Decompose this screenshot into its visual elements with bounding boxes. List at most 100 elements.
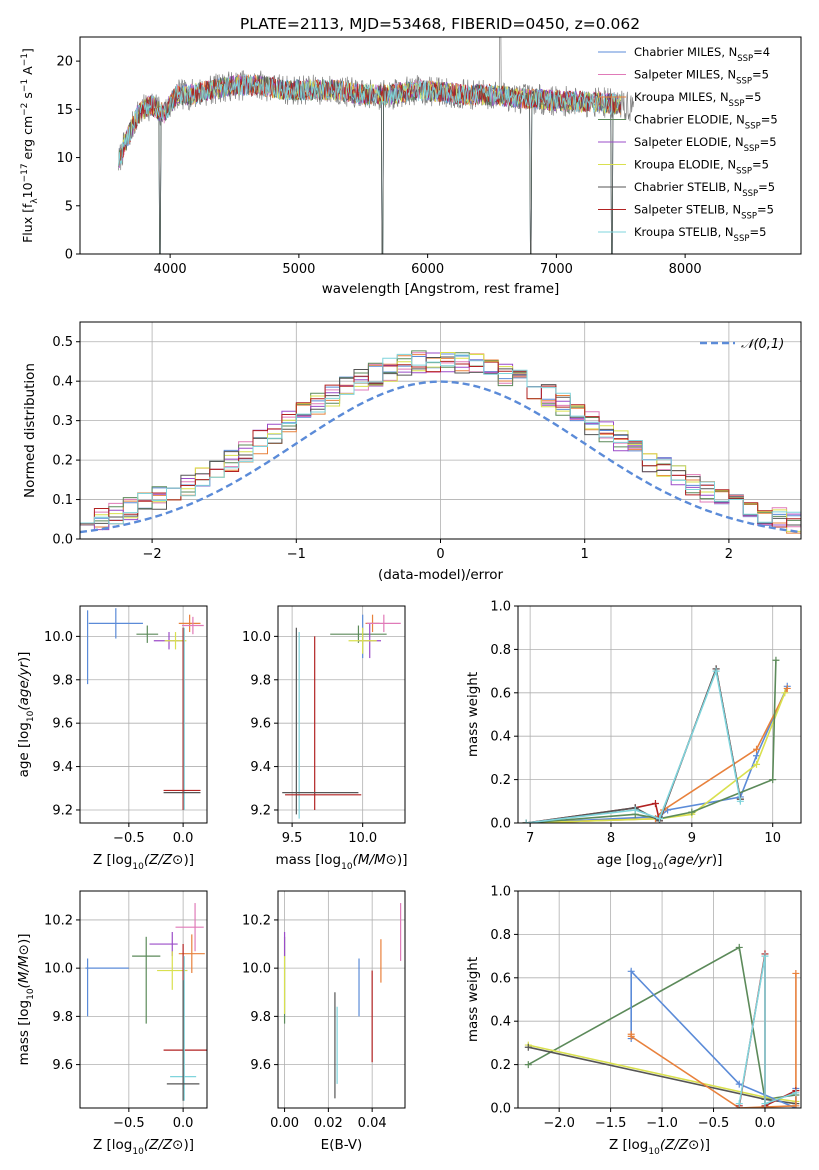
weight-marker	[792, 1089, 800, 1097]
x-tick-label: −2.0	[543, 1116, 575, 1131]
weight-marker	[769, 776, 777, 784]
x-tick-label: 0.02	[314, 1116, 343, 1131]
weight-marker	[792, 1102, 800, 1108]
y-axis-label: age [log10(age/yr)]	[16, 652, 36, 778]
y-tick-label: 9.6	[250, 717, 271, 732]
model-spectrum-line	[118, 75, 622, 167]
y-tick-label: 10.2	[242, 913, 271, 928]
errorbar-group	[86, 608, 204, 810]
x-tick-label: −0.5	[113, 831, 145, 846]
x-axis-label: Z [log10(Z/Z⊙)]	[93, 1137, 194, 1157]
y-tick-label: 0	[65, 248, 73, 263]
y-tick-label: 10.0	[44, 630, 73, 645]
axes-frame	[517, 890, 802, 1109]
axes-frame	[79, 890, 208, 1109]
legend-label: Kroupa ELODIE, NSSP=5	[634, 158, 769, 177]
weight-marker	[735, 1080, 743, 1088]
histogram-lines	[80, 350, 801, 534]
weight-marker	[792, 969, 800, 977]
y-tick-label: 0.8	[490, 643, 511, 658]
axes-frame	[277, 605, 406, 824]
weight-marker	[712, 667, 720, 675]
y-tick-label: 9.8	[52, 673, 73, 688]
y-tick-label: 9.2	[52, 803, 73, 818]
mass-vs-metallicity-panel: −0.5 0.0 9.6 9.8 10.0 10.2 Z [log10(Z/Z⊙)] mass…	[16, 890, 208, 1157]
axes-frame	[79, 36, 802, 255]
x-axis-label: (data-model)/error	[378, 567, 504, 583]
axes-frame	[517, 605, 802, 824]
x-tick-label: 0.0	[755, 1116, 776, 1131]
y-tick-label: 0.4	[490, 730, 511, 745]
y-axis-label: Flux [fλ10−17 erg cm−2 s−1 A−1]	[20, 48, 40, 243]
weight-marker	[761, 1100, 769, 1108]
y-tick-label: 0.5	[52, 335, 73, 350]
residual-histogram	[80, 352, 801, 532]
weight-marker	[651, 799, 659, 807]
y-tick-label: 10.2	[44, 913, 73, 928]
spectrum-lines	[118, 37, 634, 254]
legend-label: Kroupa STELIB, NSSP=5	[634, 225, 766, 244]
weight-marker	[688, 808, 696, 816]
weights-vs-metallicity-panel: −2.0 −1.5 −1.0 −0.5 0.0 0.0 0.2 0.4 0.6 0.8 1.0 mas…	[465, 885, 802, 1157]
residual-histogram	[80, 353, 801, 525]
x-tick-label: −2	[143, 547, 162, 562]
weights-vs-age-panel: 7 8 9 10 0.0 0.2 0.4 0.6 0.8 1.0 mass weight age [l…	[465, 600, 802, 872]
weight-lines	[524, 943, 800, 1108]
spectrum-panel: 4000 5000 6000 7000 8000 0 5 10 15 20 wavelength […	[20, 36, 802, 297]
weight-marker	[753, 760, 761, 768]
y-tick-label: 9.6	[52, 1058, 73, 1073]
mass-vs-extinction-panel: 0.00 0.02 0.04 9.6 9.8 10.0 10.2 E(B-V)	[242, 890, 406, 1153]
weight-line	[738, 953, 797, 1108]
x-tick-label: −1.5	[595, 1116, 627, 1131]
y-tick-label: 10.0	[242, 962, 271, 977]
y-tick-label: 10	[56, 151, 73, 166]
y-axis-label: mass [log10(M/M⊙)]	[16, 933, 36, 1065]
x-tick-label: 6000	[411, 262, 444, 277]
y-tick-label: 9.6	[52, 717, 73, 732]
weight-line	[526, 660, 777, 823]
x-tick-label: 8000	[669, 262, 702, 277]
legend-label: 𝒩(0,1)	[741, 337, 784, 352]
weight-line	[527, 946, 797, 1101]
y-tick-label: 0.0	[490, 1102, 511, 1117]
y-tick-label: 10.0	[44, 962, 73, 977]
weight-marker	[627, 1032, 635, 1040]
weight-marker	[524, 1043, 532, 1051]
weight-marker	[656, 815, 663, 823]
x-axis-label: E(B-V)	[321, 1137, 363, 1153]
normal-curve	[80, 380, 801, 534]
weight-marker	[783, 684, 791, 692]
weight-line	[526, 685, 789, 823]
weight-marker	[735, 943, 743, 951]
residual-histogram	[80, 356, 801, 526]
y-tick-label: 5	[65, 199, 73, 214]
x-tick-label: −1	[287, 547, 306, 562]
weight-marker	[781, 689, 789, 697]
x-tick-label: 0.0	[173, 1116, 194, 1131]
x-axis-label: Z [log10(Z/Z⊙)]	[93, 852, 194, 872]
model-spectrum-line	[118, 74, 622, 167]
y-tick-label: 0.4	[52, 375, 73, 390]
legend-label: Chabrier ELODIE, NSSP=5	[634, 113, 778, 132]
y-tick-label: 0.0	[490, 817, 511, 832]
weight-marker	[522, 819, 530, 823]
x-tick-label: 5000	[282, 262, 315, 277]
spectrum-legend: Chabrier MILES, NSSP=4 Salpeter MILES, NS…	[598, 45, 778, 244]
axes-frame	[277, 890, 406, 1109]
y-tick-label: 0.4	[490, 1015, 511, 1030]
weight-marker	[772, 656, 780, 664]
x-tick-label: 1	[581, 547, 589, 562]
legend-label: Kroupa MILES, NSSP=5	[634, 90, 761, 109]
weight-marker	[753, 752, 761, 760]
y-tick-label: 9.8	[250, 673, 271, 688]
y-tick-label: 0.6	[490, 971, 511, 986]
y-tick-label: 0.1	[52, 493, 73, 508]
y-tick-label: 1.0	[490, 885, 511, 900]
x-tick-label: −0.5	[113, 1116, 145, 1131]
errorbar-group	[282, 614, 401, 819]
y-tick-label: 0.8	[490, 928, 511, 943]
weight-line	[526, 688, 789, 823]
x-tick-label: 0.00	[270, 1116, 299, 1131]
x-tick-label: 9.5	[282, 831, 303, 846]
